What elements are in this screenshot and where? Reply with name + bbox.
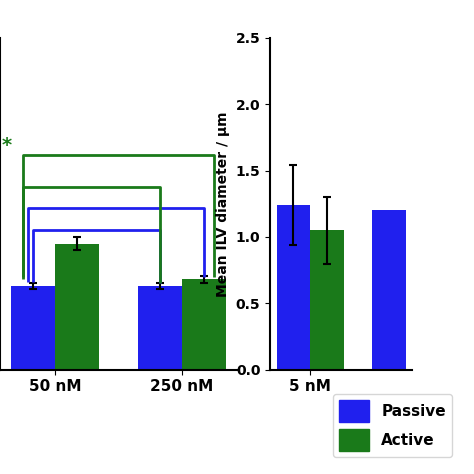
Bar [137, 286, 182, 370]
Bar [11, 286, 55, 370]
Text: *: * [1, 136, 11, 155]
Bar [55, 244, 100, 370]
Y-axis label: Mean ILV diameter / μm: Mean ILV diameter / μm [216, 111, 230, 297]
Bar [277, 205, 310, 370]
Bar [373, 210, 406, 370]
Bar [310, 230, 344, 370]
Legend: Passive, Active: Passive, Active [333, 394, 452, 457]
Bar [182, 280, 226, 370]
